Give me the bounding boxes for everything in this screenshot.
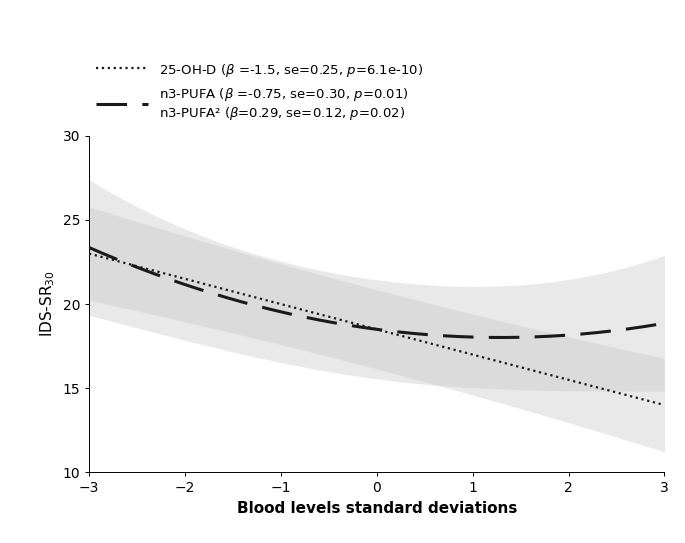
Y-axis label: IDS-SR$_{30}$: IDS-SR$_{30}$ — [38, 271, 57, 337]
X-axis label: Blood levels standard deviations: Blood levels standard deviations — [236, 501, 517, 516]
Legend: 25-OH-D ($\beta$ =-1.5, se=0.25, $p$=6.1e-10), n3-PUFA ($\beta$ =-0.75, se=0.30,: 25-OH-D ($\beta$ =-1.5, se=0.25, $p$=6.1… — [96, 62, 423, 122]
